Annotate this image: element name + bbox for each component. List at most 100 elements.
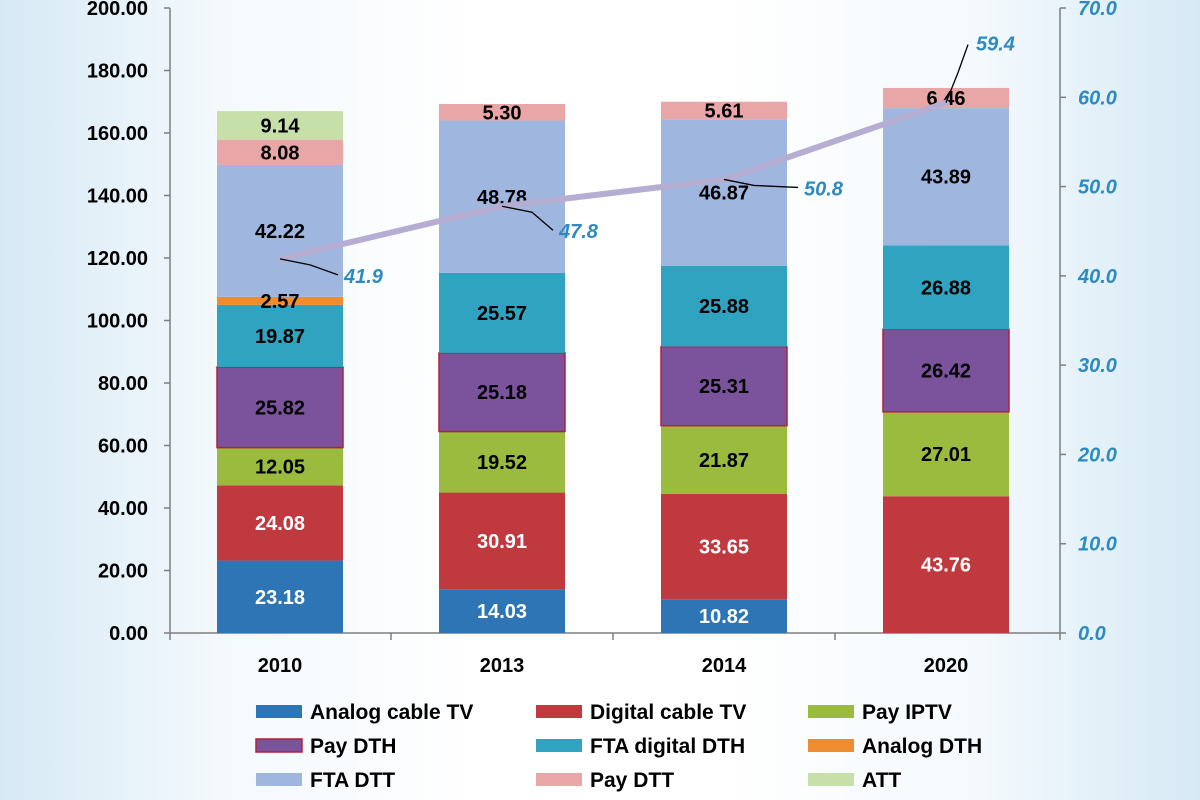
- bar-data-label: 25.31: [699, 376, 749, 398]
- x-tick-label: 2014: [702, 655, 747, 677]
- legend-label: Analog DTH: [862, 735, 982, 758]
- bar-segment: [217, 111, 343, 140]
- bar-segment: [439, 492, 565, 590]
- bar-segment: [217, 447, 343, 486]
- y-tick-label: 60.00: [98, 436, 148, 458]
- bar-data-label: 10.82: [699, 606, 749, 628]
- bar-segment: [217, 139, 343, 165]
- legend-swatch: [256, 705, 302, 718]
- bar-data-label: 46.87: [699, 182, 749, 204]
- legend: Analog cable TV Digital cable TV Pay IPTV P…: [255, 701, 982, 792]
- bar-segment: [661, 425, 787, 495]
- bar-segment: [439, 120, 565, 273]
- y2-tick-label: 10.0: [1078, 534, 1117, 556]
- line-leader: [279, 258, 339, 276]
- bar-segment: [883, 87, 1009, 109]
- y-tick-label: 160.00: [87, 123, 148, 145]
- y-tick-label: 180.00: [87, 61, 148, 83]
- y-tick-label: 20.00: [98, 561, 148, 583]
- legend-label: FTA DTT: [310, 769, 395, 792]
- bar-data-label: 5.30: [483, 102, 522, 124]
- bar-data-label: 23.18: [255, 587, 305, 609]
- bar-segment: [883, 496, 1009, 633]
- legend-swatch: [808, 739, 854, 752]
- legend-label: FTA digital DTH: [590, 735, 745, 758]
- legend-swatch: [536, 705, 582, 718]
- y-tick-label: 200.00: [87, 0, 148, 20]
- x-tick-label: 2013: [480, 655, 525, 677]
- bar-segment: [439, 272, 565, 353]
- legend-swatch: [536, 773, 582, 786]
- bar-segment: [217, 164, 343, 297]
- y-tick-label: 140.00: [87, 186, 148, 208]
- bar-data-label: 25.18: [477, 382, 527, 404]
- bar-data-label: 26.88: [921, 277, 971, 299]
- line-leader: [501, 205, 554, 231]
- bar-segment: [883, 411, 1009, 497]
- bar-segment: [438, 352, 566, 433]
- bar-data-label: 8.08: [261, 142, 300, 164]
- bar-segment: [661, 119, 787, 266]
- line-data-label: 47.8: [558, 221, 599, 243]
- legend-label: Pay DTH: [310, 735, 396, 758]
- y-tick-label: 40.00: [98, 498, 148, 520]
- bar-data-label: 14.03: [477, 601, 527, 623]
- bar-data-label: 25.82: [255, 397, 305, 419]
- legend-swatch: [808, 773, 854, 786]
- legend-label: Pay DTT: [590, 769, 674, 792]
- bar-segment: [217, 560, 343, 633]
- line-series: 41.9 47.8 50.8 59.4: [277, 34, 1015, 288]
- x-tick-label: 2010: [258, 655, 303, 677]
- bar-data-label: 19.52: [477, 452, 527, 474]
- bar-segment: [217, 304, 343, 367]
- bar-data-label: 9.14: [261, 115, 301, 137]
- bar-segment: [883, 245, 1009, 330]
- bar-segment: [439, 589, 565, 633]
- bar-data-label: 43.89: [921, 167, 971, 189]
- bar-data-label: 26.42: [921, 361, 971, 383]
- line-data-label: 50.8: [804, 178, 844, 200]
- bar-segment: [439, 431, 565, 493]
- legend-label: Pay IPTV: [862, 701, 952, 724]
- legend-label: Analog cable TV: [310, 701, 473, 724]
- bar-segment: [883, 108, 1009, 246]
- legend-swatch: [808, 705, 854, 718]
- x-tick-label: 2020: [924, 655, 969, 677]
- bar-data-label: 27.01: [921, 444, 971, 466]
- line-data-label: 41.9: [343, 266, 384, 288]
- bar-segment: [661, 265, 787, 347]
- line-data-label: 59.4: [976, 34, 1015, 56]
- legend-label: Digital cable TV: [590, 701, 746, 724]
- line-path: [279, 99, 947, 262]
- y2-tick-label: 50.0: [1078, 177, 1117, 199]
- bar-data-label: 5.61: [705, 100, 744, 122]
- bar-data-label: 19.87: [255, 326, 305, 348]
- bar-segment: [882, 328, 1010, 413]
- bar-data-label: 25.88: [699, 296, 749, 318]
- legend-swatch: [255, 738, 303, 753]
- bar-data-label: 12.05: [255, 456, 305, 478]
- y-tick-label: 100.00: [87, 311, 148, 333]
- y2-tick-label: 0.0: [1078, 623, 1106, 645]
- legend-swatch: [536, 739, 582, 752]
- bar-segment: [661, 101, 787, 120]
- y2-tick-label: 40.0: [1077, 266, 1117, 288]
- bar-segment: [439, 103, 565, 121]
- axes: 0.00 20.00 40.00 60.00 80.00 100.00 120.00 140.…: [87, 0, 1117, 677]
- y2-tick-label: 20.0: [1077, 444, 1117, 466]
- bar-segment: [216, 366, 344, 449]
- bar-segment: [217, 485, 343, 561]
- bar-data-label: 25.57: [477, 303, 527, 325]
- y-tick-label: 80.00: [98, 373, 148, 395]
- bars: 23.18 14.03 10.82 24.08 30.91 33.65 43.76 12.05…: [216, 87, 1010, 633]
- y-tick-label: 0.00: [109, 623, 148, 645]
- legend-label: ATT: [862, 769, 901, 792]
- y2-tick-label: 70.0: [1078, 0, 1117, 20]
- bar-data-label: 24.08: [255, 513, 305, 535]
- bar-data-label: 43.76: [921, 555, 971, 577]
- y2-tick-label: 60.0: [1078, 87, 1117, 109]
- bar-data-label: 21.87: [699, 450, 749, 472]
- line-leader: [723, 178, 799, 189]
- bar-data-label: 42.22: [255, 221, 305, 243]
